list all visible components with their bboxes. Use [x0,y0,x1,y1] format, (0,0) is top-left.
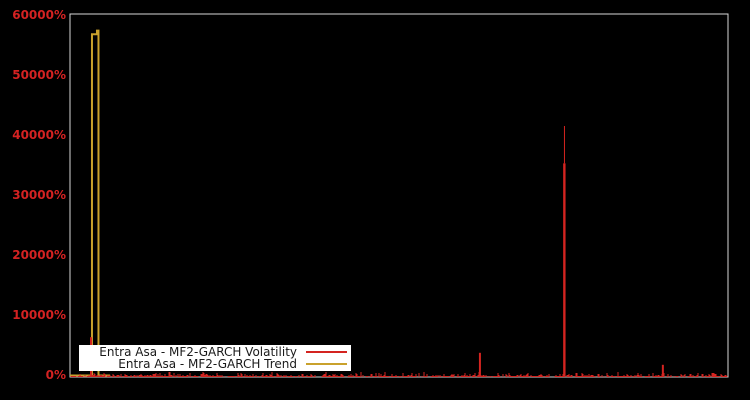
volatility-spike [563,163,566,377]
legend-row-volatility: Entra Asa - MF2-GARCH Volatility [83,346,347,358]
legend-line-volatility-icon [306,351,347,353]
legend-row-trend: Entra Asa - MF2-GARCH Trend [83,358,347,370]
trend-line [70,29,111,377]
y-tick-label: 10000% [12,308,66,322]
volatility-spike [661,364,664,377]
legend-line-trend-icon [306,363,347,365]
volatility-noise-line [70,372,728,377]
y-tick-label: 50000% [12,68,66,82]
y-tick-label: 20000% [12,248,66,262]
chart-legend: Entra Asa - MF2-GARCH Volatility Entra A… [79,345,351,371]
legend-label-trend: Entra Asa - MF2-GARCH Trend [118,357,297,371]
y-tick-label: 30000% [12,188,66,202]
y-tick-label: 40000% [12,128,66,142]
y-tick-label: 0% [46,368,66,382]
volatility-spike [478,352,481,377]
volatility-spike-tip [563,126,565,164]
legend-label-volatility: Entra Asa - MF2-GARCH Volatility [99,345,297,359]
y-tick-label: 60000% [12,8,66,22]
